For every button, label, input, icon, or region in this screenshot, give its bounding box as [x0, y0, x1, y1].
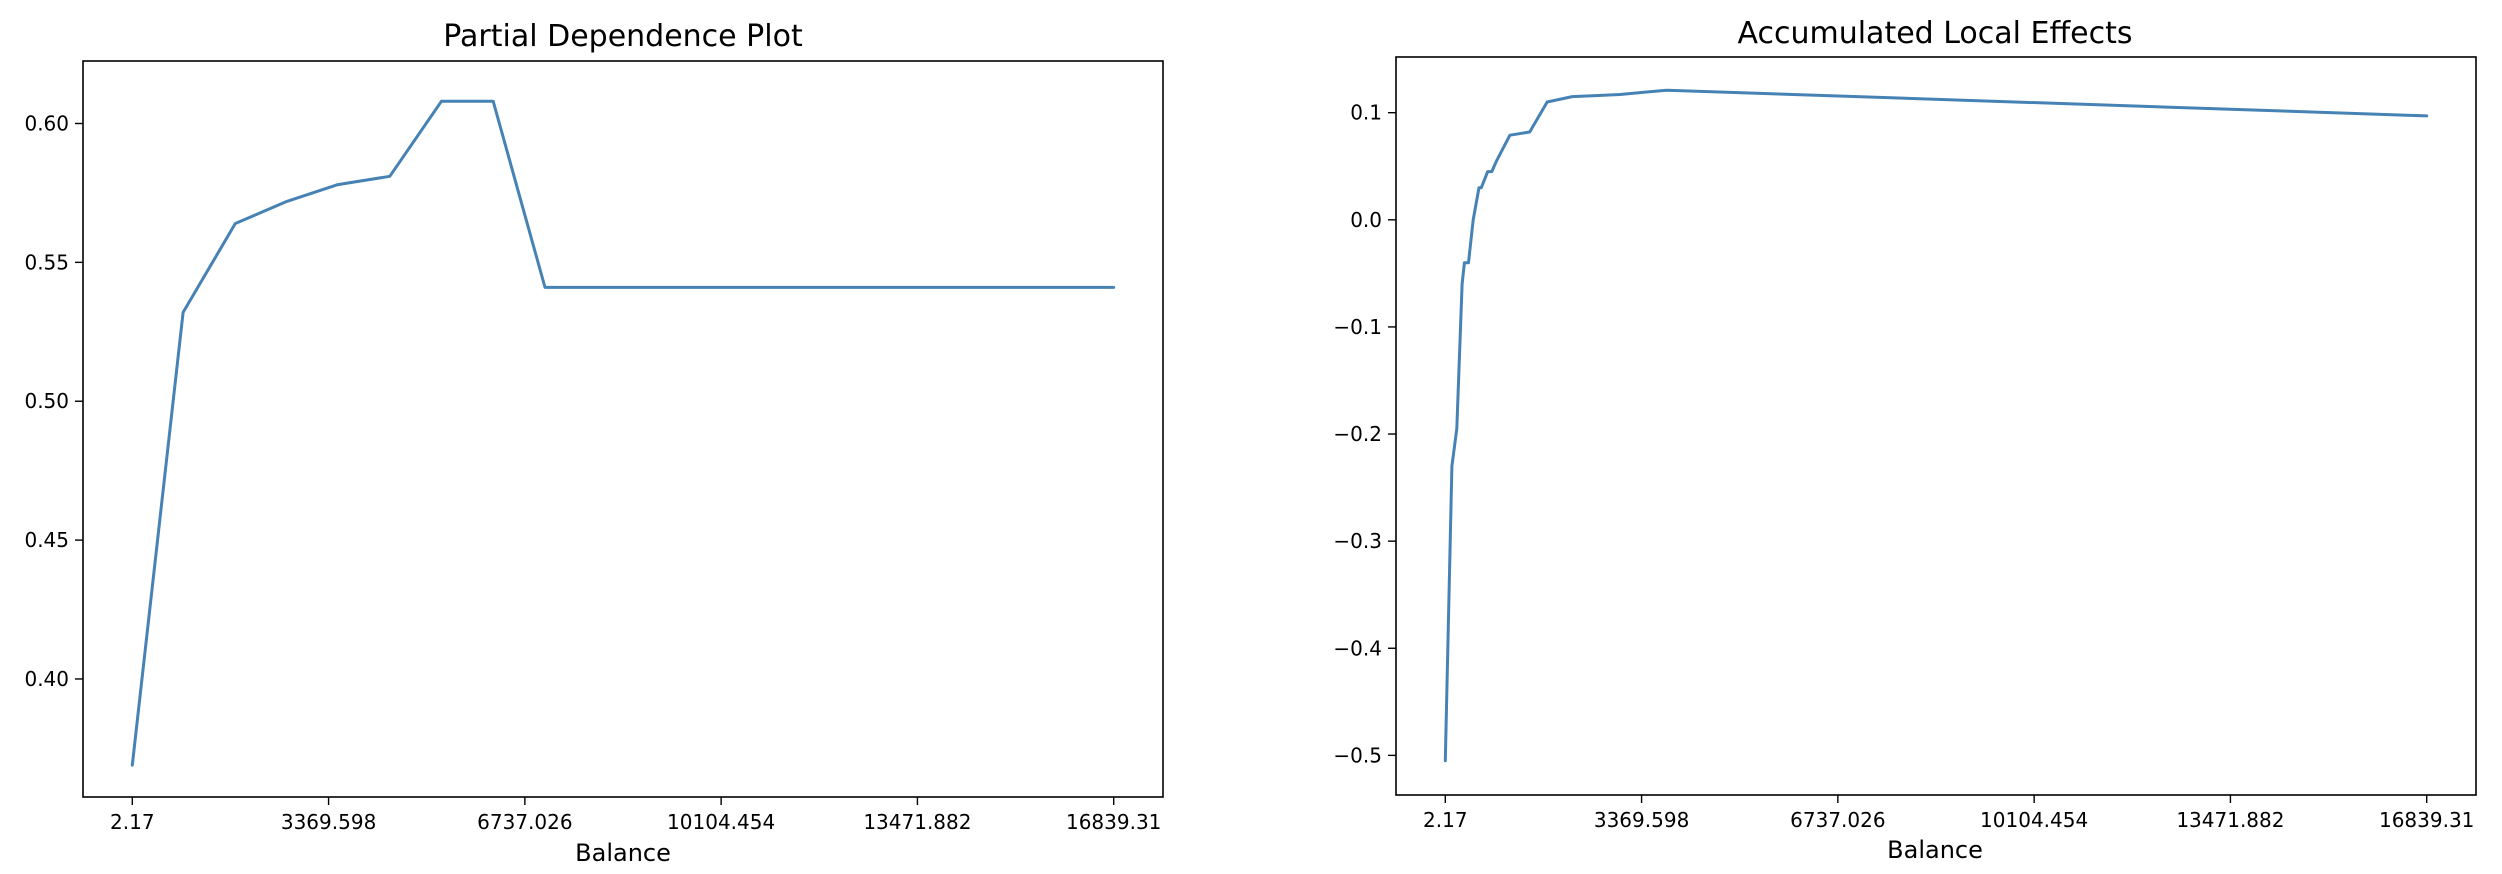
ale-y-tick-label: −0.5: [1333, 743, 1382, 767]
pdp-x-tick-label: 16839.31: [1066, 810, 1161, 834]
ale-x-tick-label: 3369.598: [1594, 808, 1689, 832]
pdp-y-tick-label: 0.55: [24, 250, 69, 274]
ale-x-tick-label: 13471.882: [2176, 808, 2284, 832]
pdp-y-tick-label: 0.45: [24, 528, 69, 552]
ale-series-line: [1443, 88, 2429, 763]
ale-title: Accumulated Local Effects: [1737, 16, 2132, 51]
ale-plot-area: [1395, 56, 2477, 796]
pdp-title: Partial Dependence Plot: [443, 19, 803, 54]
pdp-axes-frame: [82, 60, 1164, 798]
ale-x-axis: 2.17 3369.598 6737.026 10104.454 13471.882 16…: [1423, 795, 2474, 832]
ale-axes-frame: [1395, 56, 2477, 796]
ale-y-tick-label: −0.2: [1333, 422, 1382, 446]
ale-x-tick-label: 6737.026: [1790, 808, 1885, 832]
pdp-y-tick-label: 0.60: [24, 111, 69, 135]
ale-y-tick-label: −0.1: [1333, 315, 1382, 339]
pdp-series-line: [130, 99, 1116, 767]
ale-y-tick-label: −0.4: [1333, 636, 1382, 660]
pdp-chart: Partial Dependence Plot 2.17 3369.598 6737…: [24, 19, 1164, 867]
pdp-plot-area: [82, 60, 1164, 798]
pdp-y-tick-label: 0.50: [24, 389, 69, 413]
pdp-x-axis: 2.17 3369.598 6737.026 10104.454 13471.882 16…: [110, 797, 1161, 834]
pdp-x-axis-label: Balance: [575, 839, 671, 867]
ale-y-tick-label: 0.0: [1350, 208, 1382, 232]
ale-y-tick-label: 0.1: [1350, 101, 1382, 125]
ale-x-tick-label: 2.17: [1423, 808, 1468, 832]
pdp-x-tick-label: 6737.026: [477, 810, 572, 834]
ale-y-tick-label: −0.3: [1333, 529, 1382, 553]
pdp-x-tick-label: 13471.882: [863, 810, 971, 834]
ale-x-axis-label: Balance: [1887, 836, 1983, 864]
pdp-x-tick-label: 10104.454: [667, 810, 775, 834]
pdp-x-tick-label: 2.17: [110, 810, 155, 834]
pdp-x-tick-label: 3369.598: [281, 810, 376, 834]
pdp-y-axis: 0.40 0.45 0.50 0.55 0.60: [24, 111, 83, 691]
ale-y-axis: −0.5 −0.4 −0.3 −0.2 −0.1 0.0 0.1: [1333, 101, 1396, 767]
ale-x-tick-label: 10104.454: [1980, 808, 2088, 832]
ale-x-tick-label: 16839.31: [2379, 808, 2474, 832]
ale-chart: Accumulated Local Effects 2.17 3369.598 67…: [1333, 16, 2477, 864]
pdp-y-tick-label: 0.40: [24, 667, 69, 691]
